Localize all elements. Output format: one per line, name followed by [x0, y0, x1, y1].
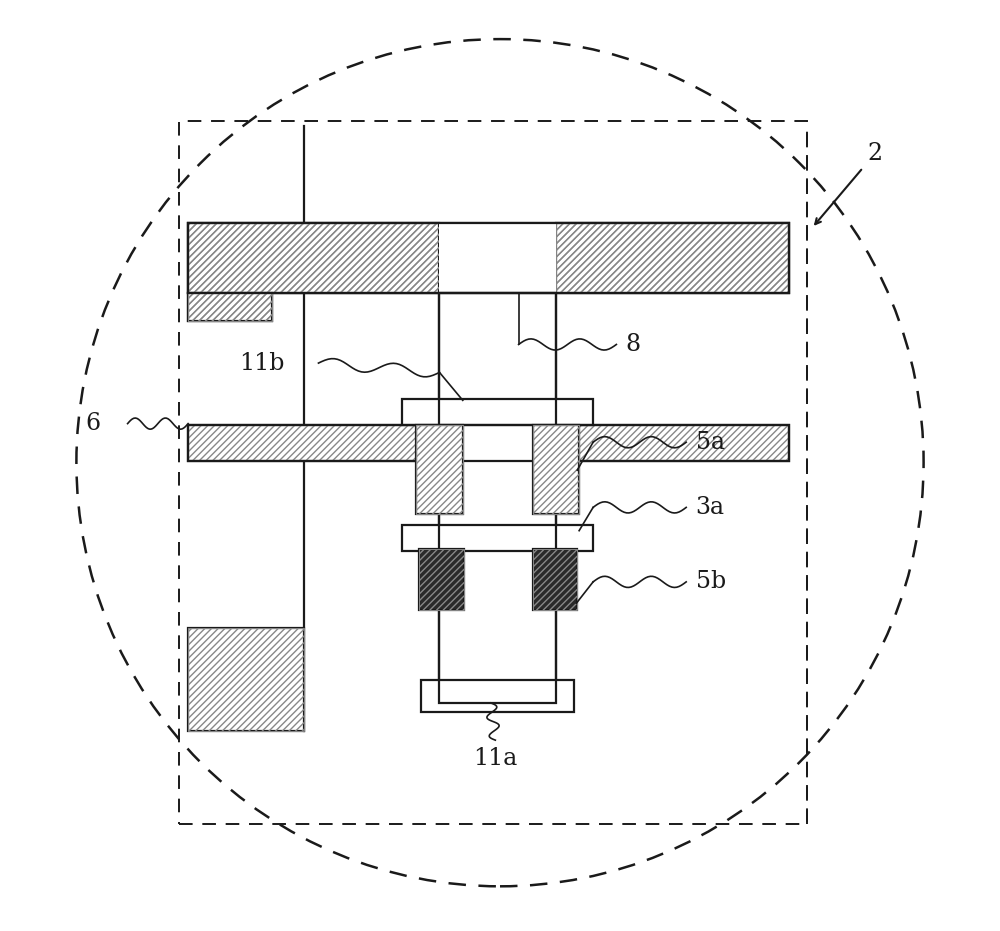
Bar — [188, 628, 304, 731]
Text: 11b: 11b — [239, 352, 285, 374]
Bar — [533, 425, 579, 514]
Bar — [188, 293, 272, 321]
Bar — [188, 293, 272, 321]
Bar — [188, 425, 439, 461]
Bar — [533, 425, 579, 514]
Bar — [556, 223, 789, 293]
Bar — [533, 549, 577, 610]
Bar — [188, 223, 789, 293]
Bar — [439, 293, 556, 703]
Bar — [421, 680, 574, 712]
Bar — [188, 425, 789, 461]
Text: 8: 8 — [626, 333, 641, 356]
Text: 5b: 5b — [696, 571, 726, 593]
Bar — [533, 549, 577, 610]
Bar — [556, 425, 789, 461]
Bar — [188, 293, 272, 321]
Text: 6: 6 — [86, 412, 101, 435]
Text: 2: 2 — [868, 142, 883, 165]
Bar — [188, 293, 272, 321]
Bar — [402, 525, 593, 551]
Bar — [188, 425, 439, 461]
Bar — [556, 425, 789, 461]
Bar — [402, 399, 593, 425]
Bar — [416, 425, 463, 514]
Bar — [439, 223, 556, 293]
Bar — [188, 223, 439, 293]
Bar — [179, 121, 807, 824]
Bar — [419, 549, 464, 610]
Bar — [188, 628, 304, 731]
Bar — [188, 223, 439, 293]
Text: 5a: 5a — [696, 431, 725, 453]
Bar — [556, 223, 789, 293]
Bar — [416, 425, 463, 514]
Bar — [439, 293, 556, 703]
Bar — [188, 223, 789, 293]
Bar — [419, 549, 464, 610]
Bar — [188, 223, 789, 293]
Text: 11a: 11a — [473, 748, 517, 770]
Text: 3a: 3a — [696, 496, 725, 519]
